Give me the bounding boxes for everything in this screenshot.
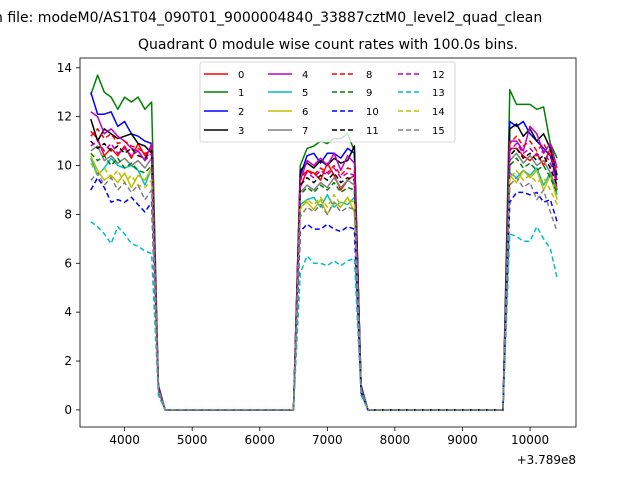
series-line-8 <box>90 128 558 411</box>
series-line-13 <box>90 221 558 411</box>
legend-label-9: 9 <box>366 88 372 99</box>
y-tick-label-4: 4 <box>64 305 72 319</box>
legend-label-11: 11 <box>366 126 379 137</box>
series-line-4 <box>90 111 558 411</box>
y-tick-label-2: 2 <box>64 354 72 368</box>
x-tick-label-5000: 5000 <box>177 433 208 447</box>
legend-label-2: 2 <box>238 107 244 118</box>
legend-box <box>199 61 456 143</box>
series-line-7 <box>90 145 558 411</box>
legend-label-3: 3 <box>238 126 244 137</box>
legend-label-15: 15 <box>432 126 445 137</box>
y-tick-label-10: 10 <box>57 159 72 173</box>
legend-label-5: 5 <box>302 88 308 99</box>
y-tick-label-14: 14 <box>57 61 72 75</box>
series-line-5 <box>90 157 558 411</box>
x-tick-label-6000: 6000 <box>244 433 275 447</box>
y-tick-label-6: 6 <box>64 256 72 270</box>
legend-label-1: 1 <box>238 88 244 99</box>
series-line-6 <box>90 155 558 411</box>
series-line-10 <box>90 176 558 411</box>
plot-frame <box>79 57 577 428</box>
legend-label-12: 12 <box>432 70 445 81</box>
legend-label-0: 0 <box>238 70 244 81</box>
y-tick-label-0: 0 <box>64 403 72 417</box>
x-tick-label-7000: 7000 <box>312 433 343 447</box>
x-tick-label-10000: 10000 <box>511 433 549 447</box>
y-tick-label-8: 8 <box>64 207 72 221</box>
legend-label-13: 13 <box>432 88 445 99</box>
legend-label-4: 4 <box>302 70 308 81</box>
x-tick-label-8000: 8000 <box>380 433 411 447</box>
legend-label-7: 7 <box>302 126 308 137</box>
legend-label-8: 8 <box>366 70 372 81</box>
x-offset-label: +3.789e8 <box>517 453 576 467</box>
figure-suptitle: n file: modeM0/AS1T04_090T01_9000004840_… <box>0 10 542 26</box>
series-line-14 <box>90 162 558 411</box>
legend-label-6: 6 <box>302 107 308 118</box>
y-tick-label-12: 12 <box>57 110 72 124</box>
legend-label-14: 14 <box>432 107 445 118</box>
series-line-9 <box>90 152 558 411</box>
legend-label-10: 10 <box>366 107 379 118</box>
series-line-11 <box>90 140 558 411</box>
series-line-15 <box>90 172 558 411</box>
series-layer <box>90 74 558 411</box>
series-line-12 <box>90 140 558 411</box>
series-line-3 <box>90 118 558 411</box>
x-tick-label-9000: 9000 <box>447 433 478 447</box>
x-tick-label-4000: 4000 <box>109 433 140 447</box>
series-line-2 <box>90 91 558 411</box>
chart-title: Quadrant 0 module wise count rates with … <box>138 37 518 53</box>
